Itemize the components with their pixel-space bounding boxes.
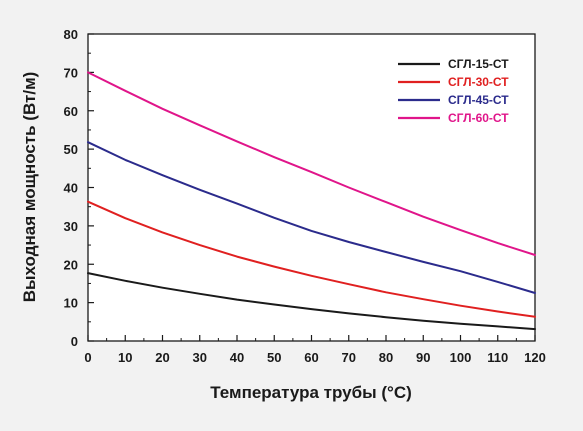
x-tick-label: 80: [379, 350, 393, 365]
x-tick-label: 70: [342, 350, 356, 365]
plot-area: [87, 33, 536, 342]
legend-label: СГЛ-45-СТ: [448, 93, 509, 107]
x-tick-label: 0: [84, 350, 91, 365]
y-tick-label: 60: [64, 104, 78, 119]
series-line: [87, 272, 536, 331]
axis-ticks: 0 10 20 30 40 50 60 70 80 90 100 110 120 0 10 20 30 40 50 6…: [64, 27, 546, 365]
legend-label: СГЛ-30-СТ: [448, 75, 509, 89]
x-tick-label: 90: [416, 350, 430, 365]
x-tick-label: 120: [524, 350, 546, 365]
x-tick-label: 40: [230, 350, 244, 365]
y-tick-label: 30: [64, 219, 78, 234]
y-tick-label: 80: [64, 27, 78, 42]
series-line: [87, 141, 536, 294]
legend: СГЛ-15-СТ СГЛ-30-СТ СГЛ-45-СТ СГЛ-60-СТ: [398, 57, 509, 125]
y-tick-label: 40: [64, 181, 78, 196]
y-tick-label: 10: [64, 296, 78, 311]
y-tick-label: 20: [64, 257, 78, 272]
x-tick-label: 50: [267, 350, 281, 365]
y-tick-label: 70: [64, 65, 78, 80]
x-tick-label: 10: [118, 350, 132, 365]
x-axis-title: Температура трубы (°С): [210, 383, 412, 402]
x-tick-label: 60: [304, 350, 318, 365]
series-line: [87, 200, 536, 318]
x-tick-label: 30: [193, 350, 207, 365]
y-axis-title: Выходная мощность (Вт/м): [20, 72, 39, 303]
legend-label: СГЛ-15-СТ: [448, 57, 509, 71]
x-tick-label: 110: [487, 350, 508, 365]
series-line: [87, 71, 536, 256]
legend-label: СГЛ-60-СТ: [448, 111, 509, 125]
series-lines: [87, 71, 536, 331]
y-tick-label: 0: [71, 334, 78, 349]
y-tick-label: 50: [64, 142, 78, 157]
x-tick-label: 20: [155, 350, 169, 365]
x-tick-label: 100: [450, 350, 472, 365]
